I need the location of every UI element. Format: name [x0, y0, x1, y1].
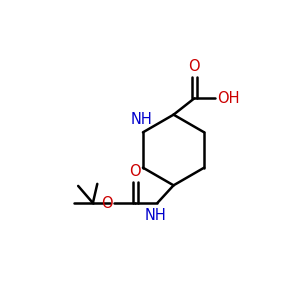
Text: NH: NH	[130, 112, 152, 127]
Text: O: O	[188, 59, 200, 74]
Text: OH: OH	[217, 91, 239, 106]
Text: NH: NH	[145, 208, 167, 223]
Text: O: O	[101, 196, 112, 211]
Text: O: O	[130, 164, 141, 179]
